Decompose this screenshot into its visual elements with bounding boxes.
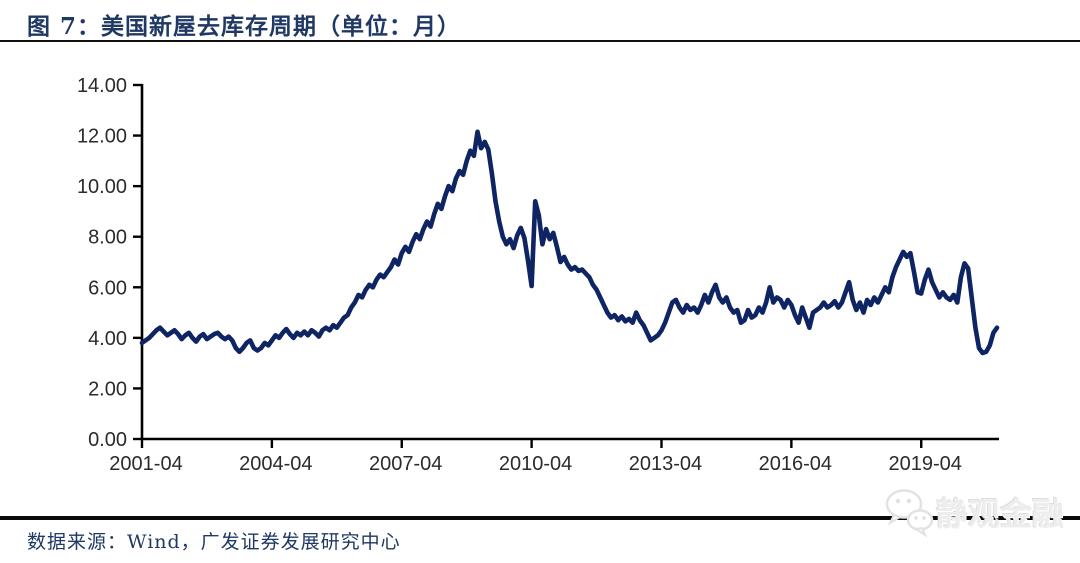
x-axis-tick-label: 2016-04 — [759, 453, 832, 475]
x-axis-tick-label: 2013-04 — [629, 453, 702, 475]
y-axis-tick-label: 14.00 — [77, 75, 127, 97]
footer-divider-line — [0, 516, 1080, 520]
y-axis-tick-label: 10.00 — [77, 176, 127, 198]
y-axis-tick-label: 0.00 — [88, 429, 127, 451]
y-axis-tick-label: 4.00 — [88, 328, 127, 350]
x-axis-tick-label: 2007-04 — [369, 453, 442, 475]
wechat-icon — [885, 489, 934, 538]
x-axis-tick-label: 2010-04 — [499, 453, 572, 475]
y-axis-tick-label: 12.00 — [77, 126, 127, 148]
watermark-label: 静观金融 — [936, 495, 1065, 533]
x-axis-tick-label: 2004-04 — [239, 453, 312, 475]
y-axis-tick-label: 8.00 — [88, 227, 127, 249]
data-series-line — [139, 129, 1000, 356]
line-chart: 0.00 2.00 4.00 6.00 8.00 10.00 12.00 14.00 2001-… — [77, 75, 1000, 475]
x-axis-tick-label: 2019-04 — [889, 453, 962, 475]
x-axis-tick-label: 2001-04 — [109, 453, 182, 475]
title-divider-line — [0, 40, 1080, 42]
data-source-note: 数据来源：Wind，广发证券发展研究中心 — [27, 531, 401, 553]
figure-title: 图 7：美国新屋去库存周期（单位：月） — [27, 13, 462, 40]
watermark: 静观金融 — [880, 483, 1076, 541]
y-axis-tick-label: 6.00 — [88, 277, 127, 299]
y-axis-tick-label: 2.00 — [88, 378, 127, 400]
